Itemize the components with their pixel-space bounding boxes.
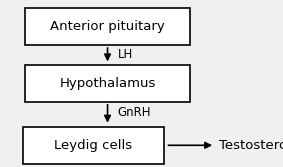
Text: Testosterone: Testosterone (219, 139, 283, 152)
Text: GnRH: GnRH (117, 106, 151, 119)
FancyBboxPatch shape (23, 127, 164, 164)
FancyBboxPatch shape (25, 65, 190, 102)
FancyBboxPatch shape (25, 8, 190, 45)
Text: Leydig cells: Leydig cells (54, 139, 132, 152)
Text: LH: LH (117, 48, 133, 61)
Text: Anterior pituitary: Anterior pituitary (50, 20, 165, 33)
Text: Hypothalamus: Hypothalamus (59, 77, 156, 90)
